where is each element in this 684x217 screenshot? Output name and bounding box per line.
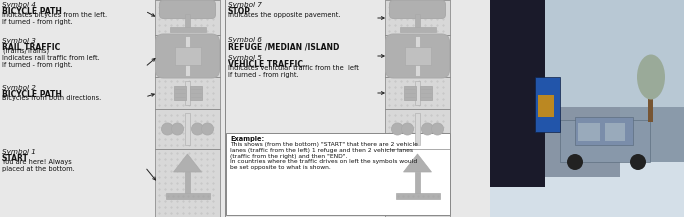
Bar: [399, 26, 436, 31]
Text: Symbol 2: Symbol 2: [2, 85, 36, 91]
Bar: [395, 193, 440, 199]
Bar: [185, 113, 190, 145]
Text: BICYCLE PATH: BICYCLE PATH: [2, 90, 62, 99]
Text: Symbol 4: Symbol 4: [2, 2, 36, 8]
Text: You are here! Always
placed at the bottom.: You are here! Always placed at the botto…: [2, 159, 75, 172]
Circle shape: [402, 123, 414, 135]
Bar: [385, 149, 450, 217]
Text: Indicates vehicular traffic from the  left
If turned - from right.: Indicates vehicular traffic from the lef…: [228, 65, 359, 78]
Circle shape: [161, 123, 174, 135]
Bar: [419, 86, 432, 100]
Bar: [404, 86, 415, 100]
Bar: [185, 13, 190, 28]
Bar: [648, 87, 653, 122]
FancyBboxPatch shape: [159, 0, 215, 18]
Text: Indicates the opposite pavement.: Indicates the opposite pavement.: [228, 12, 341, 18]
Bar: [490, 162, 684, 217]
Bar: [174, 47, 200, 65]
Text: REFUGE /MEDIAN /ISLAND: REFUGE /MEDIAN /ISLAND: [228, 42, 339, 51]
Bar: [490, 0, 684, 107]
Bar: [415, 81, 420, 105]
Bar: [155, 0, 220, 35]
FancyBboxPatch shape: [389, 0, 445, 18]
Text: Indicates bicycles from the left.
If turned - from right.: Indicates bicycles from the left. If tur…: [2, 12, 107, 25]
Text: VEHICLE TRAFFIC: VEHICLE TRAFFIC: [228, 60, 303, 69]
Text: Symbol 6: Symbol 6: [228, 37, 262, 43]
Circle shape: [192, 123, 204, 135]
Bar: [385, 0, 450, 217]
Text: (Trams/Trains)
Indicates rail traffic from left.
If turned - from right.: (Trams/Trains) Indicates rail traffic fr…: [2, 48, 100, 69]
Bar: [170, 26, 205, 31]
Bar: [155, 35, 220, 77]
Text: RAIL TRAFFIC: RAIL TRAFFIC: [2, 43, 60, 52]
Text: Example:: Example:: [230, 136, 264, 142]
Bar: [520, 107, 620, 177]
Ellipse shape: [637, 54, 665, 100]
Bar: [415, 172, 420, 194]
Bar: [404, 47, 430, 65]
Bar: [185, 172, 190, 194]
Bar: [385, 109, 450, 149]
Text: Symbol 3: Symbol 3: [2, 38, 36, 44]
Bar: [155, 149, 220, 217]
Bar: [415, 13, 420, 28]
Bar: [189, 86, 202, 100]
FancyBboxPatch shape: [155, 34, 220, 78]
Bar: [490, 0, 545, 187]
Text: Symbol 5: Symbol 5: [228, 55, 262, 61]
Bar: [578, 123, 600, 141]
Bar: [560, 120, 650, 162]
Text: BICYCLE PATH: BICYCLE PATH: [2, 7, 62, 16]
Circle shape: [421, 123, 434, 135]
Ellipse shape: [497, 2, 533, 42]
Text: Symbol 1: Symbol 1: [2, 149, 36, 155]
Text: START: START: [2, 154, 29, 163]
Bar: [575, 117, 633, 145]
Bar: [385, 77, 450, 109]
Text: Bicycles from both directions.: Bicycles from both directions.: [2, 95, 101, 101]
Bar: [385, 0, 450, 35]
Text: This shows (from the bottom) "START" that there are 2 vehicle
lanes (traffic fro: This shows (from the bottom) "START" tha…: [230, 142, 418, 170]
Circle shape: [432, 123, 443, 135]
Polygon shape: [174, 154, 202, 172]
Text: Symbol 7: Symbol 7: [228, 2, 262, 8]
Bar: [185, 36, 190, 76]
Bar: [0, 0, 225, 217]
Circle shape: [202, 123, 213, 135]
Bar: [185, 81, 190, 105]
Circle shape: [391, 123, 404, 135]
Bar: [155, 0, 220, 217]
Bar: [535, 77, 560, 132]
Bar: [538, 95, 554, 117]
Text: STOP: STOP: [228, 7, 251, 16]
Bar: [490, 0, 684, 217]
Bar: [415, 36, 420, 76]
Bar: [166, 193, 209, 199]
Bar: [174, 86, 185, 100]
Circle shape: [630, 154, 646, 170]
FancyBboxPatch shape: [386, 34, 449, 78]
Bar: [605, 123, 625, 141]
Bar: [385, 35, 450, 77]
Bar: [155, 77, 220, 109]
Bar: [415, 113, 420, 145]
Circle shape: [567, 154, 583, 170]
Bar: [226, 133, 450, 215]
Polygon shape: [404, 154, 432, 172]
Circle shape: [172, 123, 183, 135]
Bar: [155, 109, 220, 149]
